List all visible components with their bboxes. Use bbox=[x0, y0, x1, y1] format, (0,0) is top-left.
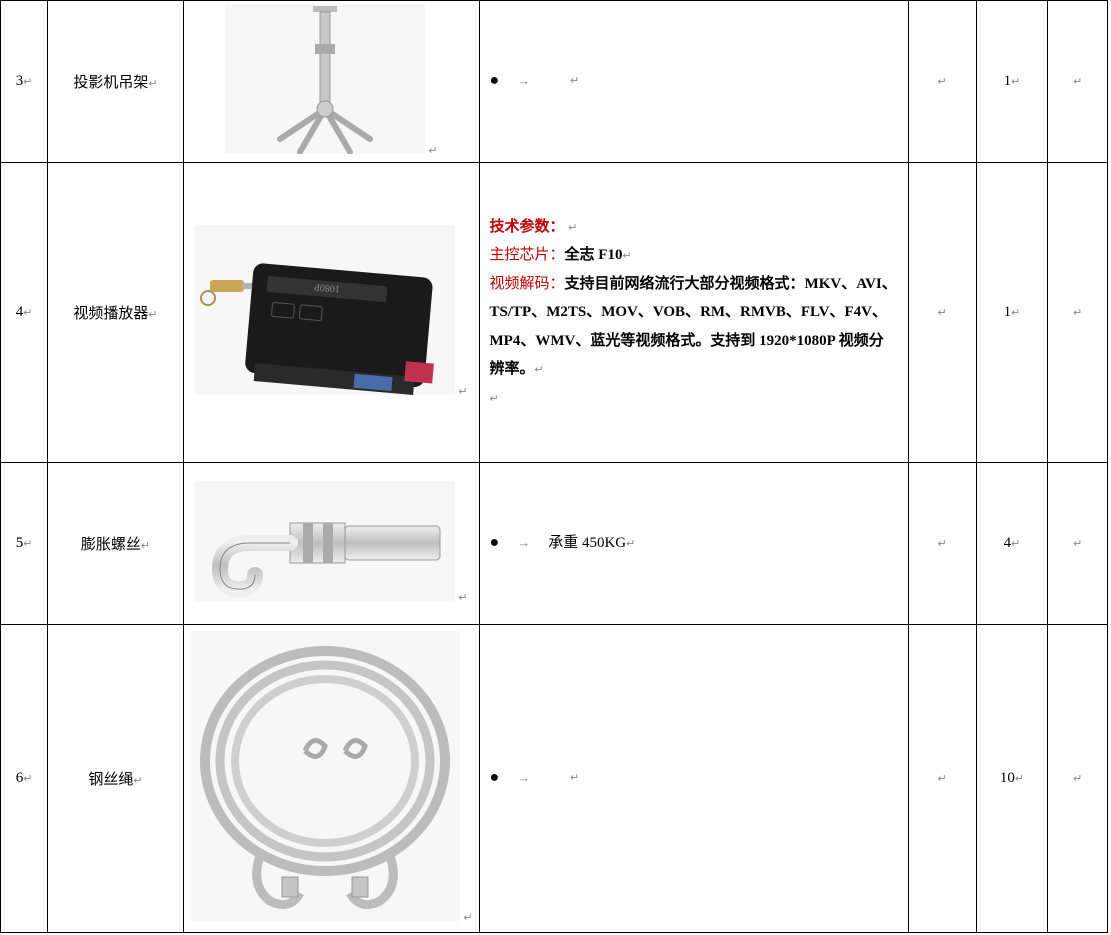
cell-image: ↵ bbox=[183, 463, 479, 625]
enter-mark: ↵ bbox=[938, 307, 947, 319]
arrow-mark: → bbox=[517, 69, 530, 94]
cell-spec: 技术参数： ↵主控芯片：全志 F10↵视频解码：支持目前网络流行大部分视频格式：… bbox=[479, 163, 908, 463]
table-row: 5↵ 膨胀螺丝↵ ↵ ● → 承重 450KG↵ ↵ bbox=[1, 463, 1108, 625]
cell-blank-a: ↵ bbox=[908, 463, 976, 625]
spec-label: 视频解码： bbox=[490, 276, 565, 292]
qty-value: 1 bbox=[1004, 304, 1012, 320]
enter-mark: ↵ bbox=[1011, 538, 1020, 550]
cell-blank-a: ↵ bbox=[908, 1, 976, 163]
enter-mark: ↵ bbox=[23, 773, 32, 785]
enter-mark: ↵ bbox=[141, 540, 150, 552]
spec-value: 全志 F10 bbox=[565, 247, 623, 263]
bullet-mark: ● bbox=[490, 763, 500, 793]
table-row: 6↵ 钢丝绳↵ ↵ ● → ↵ ↵ 10↵ bbox=[1, 625, 1108, 933]
table-row: 3↵ 投影机吊架↵ ↵ ● → ↵ ↵ 1↵ ↵ bbox=[1, 1, 1108, 163]
cell-name: 膨胀螺丝↵ bbox=[48, 463, 184, 625]
enter-mark: ↵ bbox=[133, 775, 142, 787]
enter-mark: ↵ bbox=[1015, 773, 1024, 785]
bullet-mark: ● bbox=[490, 528, 500, 558]
cell-image: ↵ bbox=[183, 1, 479, 163]
enter-mark: ↵ bbox=[23, 307, 32, 319]
cell-image: 1080P ↵ bbox=[183, 163, 479, 463]
spec-title: 技术参数： bbox=[490, 219, 565, 235]
enter-mark: ↵ bbox=[1011, 76, 1020, 88]
table-row: 4↵ 视频播放器↵ 1080P bbox=[1, 163, 1108, 463]
enter-mark: ↵ bbox=[938, 538, 947, 550]
enter-mark: ↵ bbox=[938, 773, 947, 785]
cell-qty: 4↵ bbox=[976, 463, 1048, 625]
cell-blank-a: ↵ bbox=[908, 163, 976, 463]
item-name: 视频播放器 bbox=[73, 306, 148, 322]
spec-bullet-line: ● → ↵ bbox=[490, 66, 898, 96]
cell-blank-b: ↵ bbox=[1048, 463, 1108, 625]
enter-mark: ↵ bbox=[1011, 307, 1020, 319]
spec-bullet-text: 承重 450KG↵ bbox=[548, 529, 635, 558]
cell-blank-b: ↵ bbox=[1048, 1, 1108, 163]
enter-mark: ↵ bbox=[1073, 307, 1082, 319]
product-image bbox=[225, 4, 425, 154]
enter-mark: ↵ bbox=[490, 393, 499, 405]
cell-blank-b: ↵ bbox=[1048, 625, 1108, 933]
product-image: 1080P bbox=[195, 225, 455, 395]
spec-bullet-line: ● → ↵ bbox=[490, 763, 898, 793]
svg-text:1080P: 1080P bbox=[313, 281, 340, 294]
enter-mark: ↵ bbox=[458, 386, 467, 398]
enter-mark: ↵ bbox=[626, 538, 635, 550]
arrow-mark: → bbox=[517, 531, 530, 556]
bullet-mark: ● bbox=[490, 66, 500, 96]
enter-mark: ↵ bbox=[570, 71, 579, 92]
enter-mark: ↵ bbox=[1073, 538, 1082, 550]
spec-content: 技术参数： ↵主控芯片：全志 F10↵视频解码：支持目前网络流行大部分视频格式：… bbox=[490, 213, 898, 413]
cell-spec: ● → 承重 450KG↵ bbox=[479, 463, 908, 625]
enter-mark: ↵ bbox=[148, 309, 157, 321]
enter-mark: ↵ bbox=[568, 222, 577, 234]
enter-mark: ↵ bbox=[622, 250, 631, 262]
cell-name: 钢丝绳↵ bbox=[48, 625, 184, 933]
cell-index: 4↵ bbox=[1, 163, 48, 463]
cell-index: 5↵ bbox=[1, 463, 48, 625]
enter-mark: ↵ bbox=[1073, 773, 1082, 785]
cell-qty: 1↵ bbox=[976, 163, 1048, 463]
cell-blank-a: ↵ bbox=[908, 625, 976, 933]
enter-mark: ↵ bbox=[938, 76, 947, 88]
enter-mark: ↵ bbox=[1073, 76, 1082, 88]
cell-index: 6↵ bbox=[1, 625, 48, 933]
qty-value: 4 bbox=[1004, 535, 1012, 551]
cell-qty: 10↵ bbox=[976, 625, 1048, 933]
enter-mark: ↵ bbox=[463, 912, 472, 924]
cell-index: 3↵ bbox=[1, 1, 48, 163]
enter-mark: ↵ bbox=[570, 768, 579, 789]
product-image bbox=[190, 631, 460, 921]
enter-mark: ↵ bbox=[428, 145, 437, 157]
arrow-mark: → bbox=[517, 766, 530, 791]
item-name: 钢丝绳 bbox=[88, 772, 133, 788]
enter-mark: ↵ bbox=[23, 76, 32, 88]
cell-name: 视频播放器↵ bbox=[48, 163, 184, 463]
item-name: 投影机吊架 bbox=[73, 75, 148, 91]
equipment-table: 3↵ 投影机吊架↵ ↵ ● → ↵ ↵ 1↵ ↵ bbox=[0, 0, 1108, 933]
enter-mark: ↵ bbox=[458, 592, 467, 604]
qty-value: 1 bbox=[1004, 73, 1012, 89]
product-image bbox=[195, 481, 455, 601]
enter-mark: ↵ bbox=[535, 364, 544, 376]
cell-blank-b: ↵ bbox=[1048, 163, 1108, 463]
cell-qty: 1↵ bbox=[976, 1, 1048, 163]
enter-mark: ↵ bbox=[148, 78, 157, 90]
cell-name: 投影机吊架↵ bbox=[48, 1, 184, 163]
qty-value: 10 bbox=[1000, 770, 1015, 786]
spec-bullet-line: ● → 承重 450KG↵ bbox=[490, 528, 898, 558]
cell-spec: ● → ↵ bbox=[479, 625, 908, 933]
cell-image: ↵ bbox=[183, 625, 479, 933]
spec-label: 主控芯片： bbox=[490, 247, 565, 263]
enter-mark: ↵ bbox=[23, 538, 32, 550]
item-name: 膨胀螺丝 bbox=[81, 537, 141, 553]
cell-spec: ● → ↵ bbox=[479, 1, 908, 163]
